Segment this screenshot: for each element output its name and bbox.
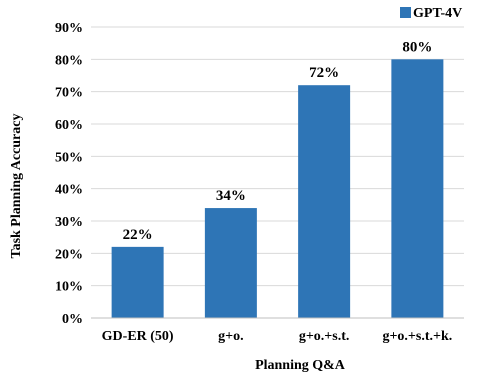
bars [111, 59, 444, 318]
y-axis-ticks: 0% 10% 20% 30% 40% 50% 60% 70% 80% 90% [55, 21, 83, 327]
y-tick-label: 70% [55, 86, 83, 101]
y-tick-label: 30% [55, 215, 83, 230]
data-labels: 22% 34% 72% 80% [123, 39, 433, 243]
x-tick-label: g+o.+s.t. [299, 329, 350, 344]
x-tick-label: g+o. [218, 329, 243, 344]
bar [391, 59, 444, 318]
y-tick-label: 40% [55, 183, 83, 198]
legend-swatch-gpt-4v [400, 7, 411, 18]
bar [298, 85, 351, 318]
data-label: 22% [123, 227, 153, 243]
y-tick-label: 50% [55, 150, 83, 165]
y-tick-label: 80% [55, 53, 83, 68]
y-tick-label: 10% [55, 280, 83, 295]
bar [111, 246, 164, 318]
x-axis-title: Planning Q&A [255, 358, 346, 373]
bar [204, 208, 257, 318]
y-tick-label: 20% [55, 247, 83, 262]
x-axis-ticks: GD-ER (50) g+o. g+o.+s.t. g+o.+s.t.+k. [102, 329, 453, 344]
x-tick-label: g+o.+s.t.+k. [382, 329, 452, 344]
data-label: 80% [402, 39, 432, 55]
data-label: 34% [216, 188, 246, 204]
x-tick-label: GD-ER (50) [102, 329, 174, 344]
y-axis-title: Task Planning Accuracy [9, 114, 24, 259]
y-tick-label: 90% [55, 21, 83, 36]
legend: GPT-4V [400, 6, 462, 21]
legend-label-gpt-4v: GPT-4V [413, 6, 462, 21]
data-label: 72% [309, 65, 339, 81]
y-tick-label: 60% [55, 118, 83, 133]
y-tick-label: 0% [62, 312, 83, 327]
